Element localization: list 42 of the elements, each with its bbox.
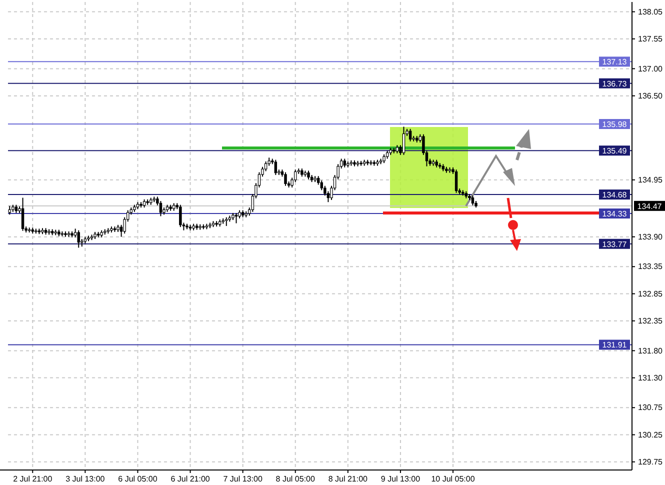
y-tick-label: 132.85 bbox=[638, 289, 664, 298]
ref-line-label: 137.13 bbox=[602, 58, 628, 67]
x-tick-label: 6 Jul 21:00 bbox=[170, 474, 210, 484]
candlestick bbox=[471, 195, 474, 206]
ref-line-label: 134.33 bbox=[602, 209, 628, 218]
y-tick-label: 133.35 bbox=[638, 262, 664, 272]
candlestick bbox=[179, 204, 182, 228]
y-tick-label: 131.30 bbox=[638, 373, 664, 382]
ref-line-label: 136.73 bbox=[602, 79, 628, 88]
candlestick bbox=[454, 169, 458, 194]
ref-line-label: 131.91 bbox=[602, 340, 628, 350]
y-tick-label: 134.95 bbox=[638, 175, 664, 184]
candlestick bbox=[408, 128, 412, 142]
y-tick-label: 132.35 bbox=[638, 316, 664, 326]
x-tick-label: 8 Jul 05:00 bbox=[276, 474, 316, 484]
y-tick-label: 133.90 bbox=[638, 232, 664, 242]
y-tick-label: 137.55 bbox=[638, 34, 664, 44]
y-tick-label: 138.05 bbox=[638, 7, 664, 16]
candlestick bbox=[77, 230, 80, 248]
y-tick-label: 137.00 bbox=[638, 64, 664, 74]
x-tick-label: 9 Jul 13:00 bbox=[380, 474, 421, 484]
ref-line-label: 135.98 bbox=[602, 120, 628, 130]
candlestick bbox=[402, 126, 406, 156]
x-tick-label: 2 Jul 21:00 bbox=[13, 474, 53, 484]
candlestick bbox=[21, 197, 24, 232]
candlestick bbox=[159, 200, 162, 217]
x-tick-label: 10 Jul 05:00 bbox=[431, 474, 476, 484]
candlestick bbox=[274, 159, 278, 176]
y-tick-label: 131.80 bbox=[638, 346, 664, 356]
ref-line-label: 134.68 bbox=[602, 190, 628, 200]
x-tick-label: 7 Jul 13:00 bbox=[223, 474, 263, 484]
y-tick-label: 129.75 bbox=[638, 457, 664, 466]
ref-line-label: 134.47 bbox=[637, 202, 662, 211]
y-tick-label: 136.50 bbox=[638, 91, 664, 100]
x-tick-label: 8 Jul 21:00 bbox=[328, 474, 368, 484]
x-tick-label: 6 Jul 05:00 bbox=[118, 474, 158, 484]
ref-line-label: 135.49 bbox=[602, 146, 628, 156]
ref-line-label: 133.77 bbox=[602, 240, 628, 249]
candlestick bbox=[284, 172, 287, 186]
y-tick-label: 130.25 bbox=[638, 430, 664, 440]
y-tick-label: 130.75 bbox=[638, 403, 664, 412]
x-tick-label: 3 Jul 13:00 bbox=[66, 474, 106, 484]
